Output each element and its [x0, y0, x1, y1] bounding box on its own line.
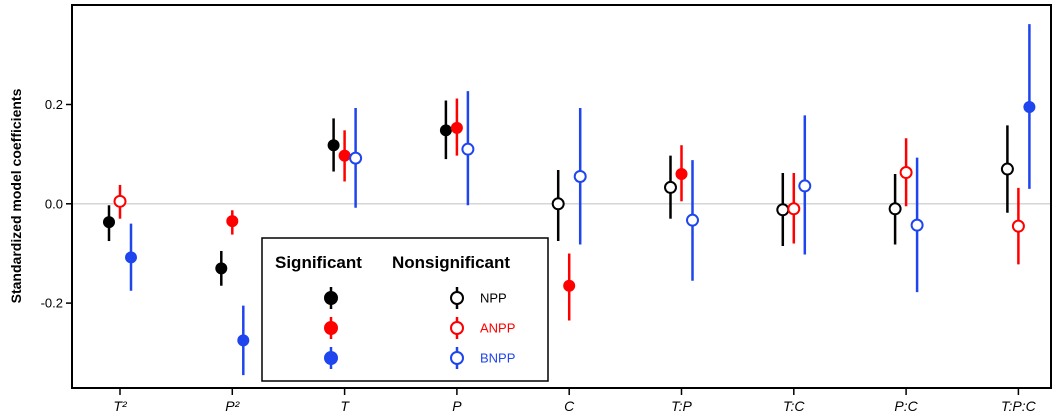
point-npp-significant [439, 124, 452, 137]
point-bnpp-nonsignificant [798, 179, 812, 193]
y-axis-title: Standardized model coefficients [8, 88, 24, 303]
legend-nonsignificant-point-npp [450, 291, 464, 305]
x-tick-label: T [340, 398, 350, 414]
x-tick-label: T:C [783, 398, 805, 414]
point-bnpp-significant [1023, 100, 1036, 113]
x-tick-label: P² [225, 398, 240, 414]
x-tick-label: P:C [894, 398, 918, 414]
y-axis: -0.2 0.0 0.2 [41, 97, 72, 311]
point-npp-nonsignificant [664, 180, 677, 194]
point-anpp-significant [450, 121, 463, 134]
point-anpp-significant [675, 168, 688, 181]
point-anpp-nonsignificant [113, 194, 127, 208]
legend-label-anpp: ANPP [480, 321, 515, 336]
legend: Significant Nonsignificant NPP ANPP BNPP [261, 237, 549, 382]
y-tick-label: -0.2 [41, 296, 63, 311]
point-npp-nonsignificant [888, 202, 902, 216]
point-bnpp-nonsignificant [461, 142, 475, 156]
point-anpp-significant [226, 215, 239, 228]
point-bnpp-nonsignificant [349, 151, 363, 165]
x-tick-label: P [452, 398, 462, 414]
x-tick-label: T² [113, 398, 128, 414]
point-anpp-nonsignificant [787, 202, 801, 216]
x-tick-label: T:P [671, 398, 692, 414]
point-bnpp-significant [237, 334, 250, 347]
point-bnpp-nonsignificant [686, 213, 699, 227]
x-tick-label: C [564, 398, 575, 414]
x-axis: T² P² T P C T:P T:C P:C T:P:C [113, 389, 1037, 414]
point-bnpp-significant [125, 251, 137, 264]
legend-box [261, 237, 549, 382]
y-tick-label: 0.0 [45, 196, 63, 211]
legend-label-bnpp: BNPP [480, 351, 515, 366]
legend-nonsignificant-point-anpp [450, 321, 464, 335]
legend-significant-point-anpp [324, 321, 338, 335]
point-npp-significant [327, 139, 340, 152]
point-bnpp-nonsignificant [573, 169, 587, 183]
point-bnpp-nonsignificant [910, 218, 924, 232]
legend-heading-significant: Significant [275, 253, 362, 272]
x-tick-label: T:P:C [1001, 398, 1037, 414]
legend-label-npp: NPP [480, 291, 507, 306]
point-npp-nonsignificant [1000, 162, 1014, 176]
data-marks [103, 24, 1036, 376]
legend-entries: NPP ANPP BNPP [324, 287, 515, 369]
legend-heading-nonsignificant: Nonsignificant [392, 253, 510, 272]
point-anpp-nonsignificant [899, 166, 913, 180]
legend-significant-point-bnpp [324, 351, 338, 365]
point-anpp-significant [563, 279, 576, 292]
point-npp-nonsignificant [551, 197, 565, 211]
point-anpp-significant [338, 149, 351, 162]
plot-frame [71, 4, 1052, 389]
legend-significant-point-npp [324, 291, 338, 305]
point-npp-nonsignificant [776, 203, 790, 217]
y-tick-label: 0.2 [45, 97, 63, 112]
point-npp-significant [103, 216, 115, 229]
point-anpp-nonsignificant [1011, 219, 1025, 233]
legend-nonsignificant-point-bnpp [450, 351, 464, 365]
point-npp-significant [215, 262, 228, 275]
